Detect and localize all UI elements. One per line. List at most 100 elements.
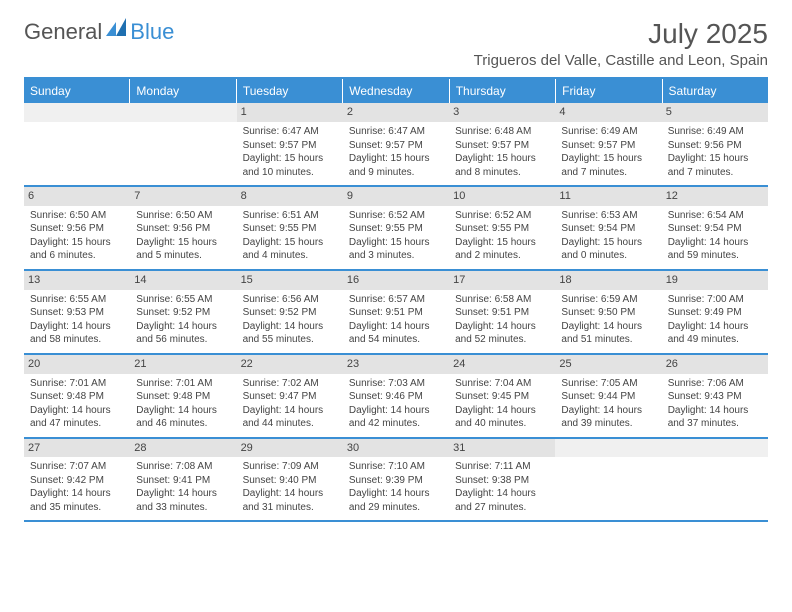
sunrise-text: Sunrise: 6:50 AM [30,209,124,223]
daylight-text: Daylight: 15 hours and 3 minutes. [349,236,443,263]
day-number: 9 [343,187,449,206]
day-number: 10 [449,187,555,206]
sunrise-text: Sunrise: 6:58 AM [455,293,549,307]
calendar-header-cell: Friday [556,79,662,103]
sunrise-text: Sunrise: 6:56 AM [243,293,337,307]
day-number: 6 [24,187,130,206]
sunset-text: Sunset: 9:57 PM [561,139,655,153]
sunrise-text: Sunrise: 6:49 AM [668,125,762,139]
sunrise-text: Sunrise: 6:54 AM [668,209,762,223]
sunset-text: Sunset: 9:57 PM [349,139,443,153]
brand-mark-icon [106,18,128,36]
calendar-day-cell: 21Sunrise: 7:01 AMSunset: 9:48 PMDayligh… [130,355,236,437]
sunrise-text: Sunrise: 6:48 AM [455,125,549,139]
daylight-text: Daylight: 15 hours and 5 minutes. [136,236,230,263]
brand-logo: General Blue [24,18,174,46]
calendar-day-cell: 15Sunrise: 6:56 AMSunset: 9:52 PMDayligh… [237,271,343,353]
sunrise-text: Sunrise: 7:07 AM [30,460,124,474]
daylight-text: Daylight: 15 hours and 4 minutes. [243,236,337,263]
day-number: 25 [555,355,661,374]
daylight-text: Daylight: 14 hours and 47 minutes. [30,404,124,431]
daylight-text: Daylight: 15 hours and 0 minutes. [561,236,655,263]
calendar-header-cell: Tuesday [237,79,343,103]
daylight-text: Daylight: 14 hours and 39 minutes. [561,404,655,431]
sunset-text: Sunset: 9:41 PM [136,474,230,488]
sunset-text: Sunset: 9:54 PM [668,222,762,236]
calendar-week-row: 1Sunrise: 6:47 AMSunset: 9:57 PMDaylight… [24,103,768,187]
sunrise-text: Sunrise: 7:00 AM [668,293,762,307]
sunrise-text: Sunrise: 7:04 AM [455,377,549,391]
calendar-day-cell: 1Sunrise: 6:47 AMSunset: 9:57 PMDaylight… [237,103,343,185]
calendar-day-cell: 11Sunrise: 6:53 AMSunset: 9:54 PMDayligh… [555,187,661,269]
day-number: 18 [555,271,661,290]
daylight-text: Daylight: 14 hours and 46 minutes. [136,404,230,431]
calendar-header-cell: Sunday [24,79,130,103]
day-number: 22 [237,355,343,374]
day-number: 2 [343,103,449,122]
calendar-day-cell [555,439,661,521]
calendar: SundayMondayTuesdayWednesdayThursdayFrid… [24,77,768,522]
sunset-text: Sunset: 9:55 PM [349,222,443,236]
daylight-text: Daylight: 15 hours and 7 minutes. [668,152,762,179]
day-number: 20 [24,355,130,374]
calendar-week-row: 20Sunrise: 7:01 AMSunset: 9:48 PMDayligh… [24,355,768,439]
sunrise-text: Sunrise: 7:09 AM [243,460,337,474]
sunset-text: Sunset: 9:50 PM [561,306,655,320]
brand-text-part1: General [24,19,102,45]
sunset-text: Sunset: 9:43 PM [668,390,762,404]
day-number: 23 [343,355,449,374]
calendar-header-cell: Saturday [663,79,768,103]
calendar-day-cell: 2Sunrise: 6:47 AMSunset: 9:57 PMDaylight… [343,103,449,185]
calendar-header-cell: Wednesday [343,79,449,103]
sunset-text: Sunset: 9:57 PM [455,139,549,153]
calendar-day-cell: 24Sunrise: 7:04 AMSunset: 9:45 PMDayligh… [449,355,555,437]
day-number: 17 [449,271,555,290]
sunset-text: Sunset: 9:51 PM [349,306,443,320]
day-number: 4 [555,103,661,122]
sunset-text: Sunset: 9:47 PM [243,390,337,404]
title-block: July 2025 Trigueros del Valle, Castille … [474,18,768,69]
sunset-text: Sunset: 9:52 PM [243,306,337,320]
calendar-day-cell [662,439,768,521]
daylight-text: Daylight: 14 hours and 59 minutes. [668,236,762,263]
day-number: 5 [662,103,768,122]
day-number: 26 [662,355,768,374]
calendar-day-cell: 5Sunrise: 6:49 AMSunset: 9:56 PMDaylight… [662,103,768,185]
sunset-text: Sunset: 9:38 PM [455,474,549,488]
calendar-day-cell: 18Sunrise: 6:59 AMSunset: 9:50 PMDayligh… [555,271,661,353]
sunrise-text: Sunrise: 6:55 AM [136,293,230,307]
day-number: 13 [24,271,130,290]
sunset-text: Sunset: 9:44 PM [561,390,655,404]
page-title: July 2025 [474,18,768,50]
sunrise-text: Sunrise: 6:50 AM [136,209,230,223]
sunrise-text: Sunrise: 6:55 AM [30,293,124,307]
calendar-day-cell: 7Sunrise: 6:50 AMSunset: 9:56 PMDaylight… [130,187,236,269]
daylight-text: Daylight: 14 hours and 51 minutes. [561,320,655,347]
calendar-day-cell: 28Sunrise: 7:08 AMSunset: 9:41 PMDayligh… [130,439,236,521]
calendar-day-cell: 19Sunrise: 7:00 AMSunset: 9:49 PMDayligh… [662,271,768,353]
calendar-day-cell: 25Sunrise: 7:05 AMSunset: 9:44 PMDayligh… [555,355,661,437]
day-number: 21 [130,355,236,374]
calendar-day-cell: 23Sunrise: 7:03 AMSunset: 9:46 PMDayligh… [343,355,449,437]
sunrise-text: Sunrise: 7:10 AM [349,460,443,474]
sunset-text: Sunset: 9:51 PM [455,306,549,320]
day-number [130,103,236,122]
calendar-day-cell: 29Sunrise: 7:09 AMSunset: 9:40 PMDayligh… [237,439,343,521]
daylight-text: Daylight: 14 hours and 42 minutes. [349,404,443,431]
sunset-text: Sunset: 9:53 PM [30,306,124,320]
sunrise-text: Sunrise: 7:01 AM [136,377,230,391]
sunrise-text: Sunrise: 7:08 AM [136,460,230,474]
day-number: 16 [343,271,449,290]
daylight-text: Daylight: 14 hours and 40 minutes. [455,404,549,431]
calendar-day-cell: 12Sunrise: 6:54 AMSunset: 9:54 PMDayligh… [662,187,768,269]
calendar-day-cell: 16Sunrise: 6:57 AMSunset: 9:51 PMDayligh… [343,271,449,353]
daylight-text: Daylight: 14 hours and 31 minutes. [243,487,337,514]
daylight-text: Daylight: 15 hours and 9 minutes. [349,152,443,179]
sunrise-text: Sunrise: 7:01 AM [30,377,124,391]
day-number: 1 [237,103,343,122]
sunrise-text: Sunrise: 6:51 AM [243,209,337,223]
calendar-day-cell: 9Sunrise: 6:52 AMSunset: 9:55 PMDaylight… [343,187,449,269]
calendar-day-cell: 10Sunrise: 6:52 AMSunset: 9:55 PMDayligh… [449,187,555,269]
daylight-text: Daylight: 15 hours and 6 minutes. [30,236,124,263]
daylight-text: Daylight: 14 hours and 44 minutes. [243,404,337,431]
